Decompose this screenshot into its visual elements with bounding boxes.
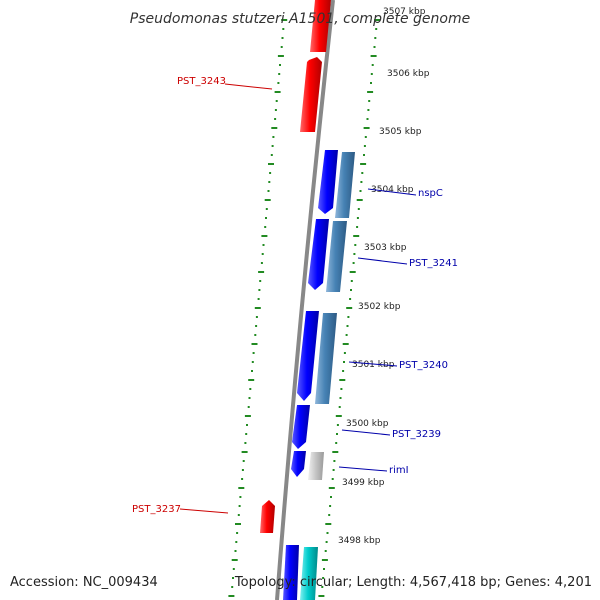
tick-labels: 3506 kbp 3505 kbp 3504 kbp 3503 kbp 3502…	[338, 69, 430, 546]
genome-summary-text: Topology: circular; Length: 4,567,418 bp…	[234, 575, 592, 590]
tick-label: 3506 kbp	[387, 69, 430, 79]
gene-bottom-cyan	[300, 547, 318, 600]
gene-pst-3241	[308, 219, 329, 290]
gene-pst-3240	[297, 311, 319, 401]
forward-strand-genes	[283, 150, 355, 600]
map-title: Pseudomonas stutzeri A1501, complete gen…	[130, 11, 470, 27]
genome-backbone	[275, 0, 335, 600]
gene-label-nspc[interactable]: nspC	[418, 188, 443, 199]
tick-label: 3499 kbp	[342, 478, 385, 488]
gene-label-pst-3239[interactable]: PST_3239	[392, 429, 441, 440]
gene-pst-3243	[300, 57, 322, 132]
tick-label: 3504 kbp	[371, 185, 414, 195]
gene-rimi	[291, 451, 306, 477]
tick-label: 3498 kbp	[338, 536, 381, 546]
gene-pst-3241-paired	[326, 221, 347, 292]
tick-label: 3503 kbp	[364, 243, 407, 253]
top-partial-tick-label: 3507 kbp	[383, 7, 426, 17]
gene-pst-3237	[260, 500, 275, 533]
accession-text: Accession: NC_009434	[10, 575, 158, 590]
gene-bottom-blue	[283, 545, 299, 600]
tick-label: 3500 kbp	[346, 419, 389, 429]
gene-label-pst-3237[interactable]: PST_3237	[132, 504, 181, 515]
gene-label-pst-3240[interactable]: PST_3240	[399, 360, 448, 371]
gene-nspc-paired	[335, 152, 355, 218]
gene-label-pst-3243[interactable]: PST_3243	[177, 76, 226, 87]
gene-label-leaders	[179, 83, 417, 514]
gene-pst-3239	[292, 405, 310, 449]
tick-label: 3501 kbp	[352, 360, 395, 370]
gene-label-pst-3241[interactable]: PST_3241	[409, 258, 458, 269]
gene-nspc	[318, 150, 338, 214]
gene-labels: PST_3243 nspC PST_3241 PST_3240 PST_3239…	[132, 76, 458, 515]
tick-label: 3505 kbp	[379, 127, 422, 137]
gene-top-fragment	[310, 0, 331, 52]
outer-ruler	[228, 19, 288, 597]
gene-label-rimi[interactable]: rimI	[389, 465, 409, 476]
inner-ruler	[318, 19, 381, 597]
gene-rna	[308, 452, 324, 480]
reverse-strand-genes	[260, 0, 331, 533]
gene-pst-3240-paired	[315, 313, 337, 404]
tick-label: 3502 kbp	[358, 302, 401, 312]
